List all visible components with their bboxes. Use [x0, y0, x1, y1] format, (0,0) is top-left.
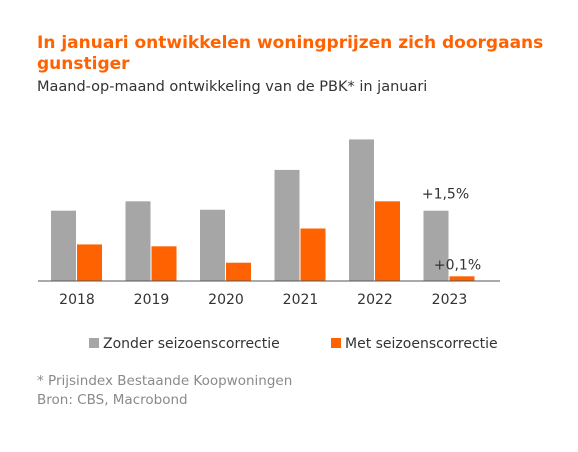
footnote-block: * Prijsindex Bestaande Koopwoningen Bron… [37, 372, 537, 410]
bar-zonder-2018 [51, 210, 76, 281]
footnote-text: * Prijsindex Bestaande Koopwoningen [37, 373, 293, 389]
legend-item-met-swatch [331, 338, 341, 348]
bar-met-2019 [151, 246, 177, 281]
chart-subtitle: Maand-op-maand ontwikkeling van de PBK* … [37, 79, 428, 95]
legend: Zonder seizoenscorrectie Met seizoenscorr… [89, 336, 498, 352]
x-tick-label: 2018 [59, 292, 95, 308]
bar-met-2023 [449, 276, 475, 281]
legend-item-met-label: Met seizoenscorrectie [345, 336, 498, 352]
bar-chart: 2018 2019 2020 2021 2022 2023 +1,5% +0,1% Zond… [38, 139, 500, 352]
x-tick-label: 2023 [432, 292, 468, 308]
bar-zonder-2021 [274, 169, 300, 281]
bar-met-2021 [300, 228, 326, 281]
chart-title: In januari ontwikkelen woningprijzen zic… [37, 33, 544, 74]
x-tick-label: 2020 [208, 292, 244, 308]
bars-group [51, 139, 475, 281]
source-text: Bron: CBS, Macrobond [37, 392, 188, 408]
annotations-group: +1,5% +0,1% [422, 187, 481, 274]
bar-zonder-2023 [423, 210, 449, 281]
bar-met-2020 [226, 262, 251, 281]
bar-zonder-2020 [200, 209, 225, 281]
legend-item-zonder-label: Zonder seizoenscorrectie [103, 336, 280, 352]
bar-met-2018 [77, 244, 102, 281]
bar-met-2022 [375, 201, 400, 281]
x-tick-label: 2019 [134, 292, 170, 308]
x-tick-label: 2022 [357, 292, 393, 308]
bar-zonder-2022 [349, 139, 374, 281]
annotation-zonder-2023: +1,5% [422, 187, 469, 203]
x-tick-labels: 2018 2019 2020 2021 2022 2023 [59, 292, 467, 308]
x-tick-label: 2021 [283, 292, 319, 308]
legend-item-zonder-swatch [89, 338, 99, 348]
annotation-met-2023: +0,1% [434, 257, 481, 273]
bar-zonder-2019 [125, 201, 151, 281]
